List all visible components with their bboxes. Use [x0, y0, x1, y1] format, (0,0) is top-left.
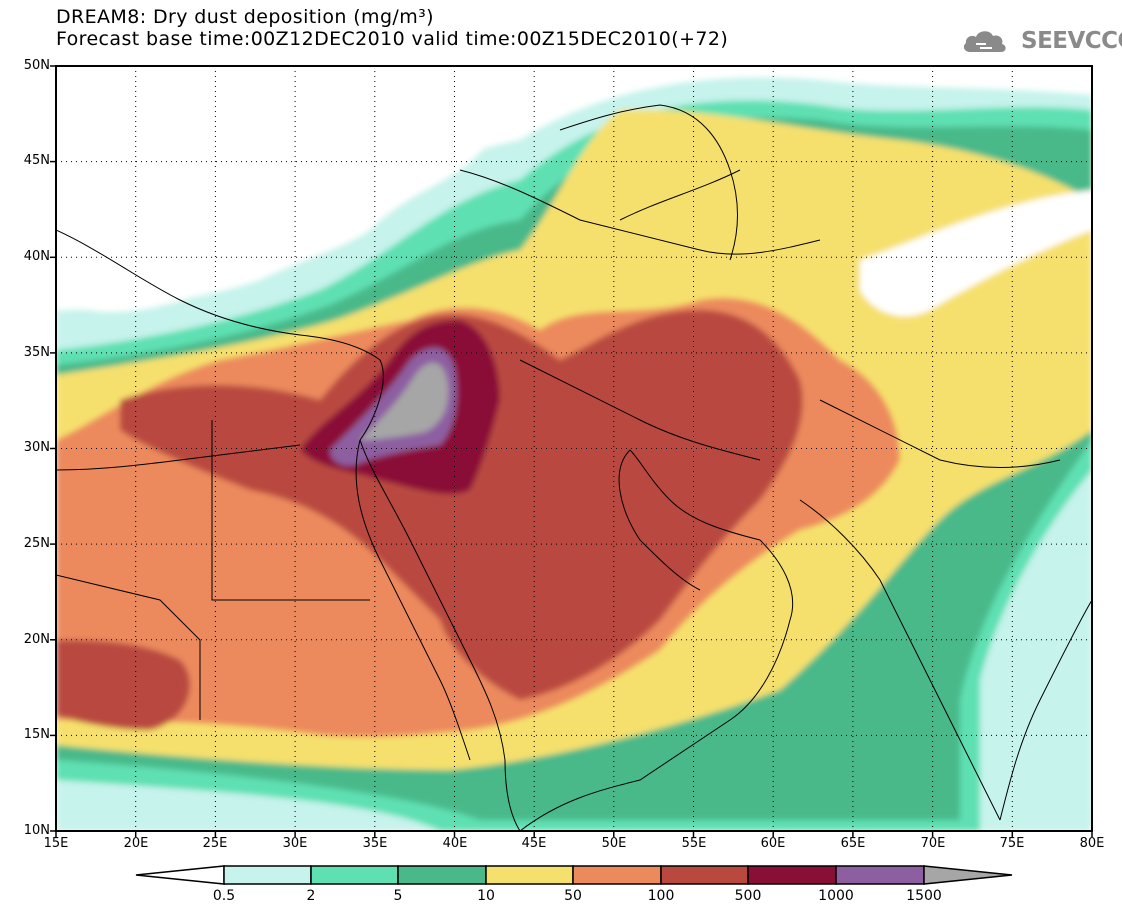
clear-area-europe: [56, 66, 520, 310]
lon-label: 20E: [123, 836, 149, 851]
lon-label: 80E: [1079, 836, 1105, 851]
lon-label: 60E: [760, 836, 786, 851]
field-100: [120, 310, 803, 700]
lon-label: 55E: [681, 836, 707, 851]
colorbar-under-arrow: [135, 865, 225, 885]
colorbar-label: 500: [734, 888, 762, 904]
colorbar-label: 50: [564, 888, 582, 904]
cloud-icon: [963, 31, 1006, 52]
lat-label: 10N: [23, 823, 50, 838]
lon-label: 40E: [442, 836, 468, 851]
lat-label: 40N: [23, 249, 50, 264]
lon-label: 35E: [362, 836, 388, 851]
colorbar-label: 2: [306, 888, 316, 904]
map-title: DREAM8: Dry dust deposition (mg/m³): [56, 6, 434, 28]
field-100-west: [56, 640, 190, 730]
colorbar-bin-3: [485, 865, 574, 885]
lat-label: 50N: [23, 58, 50, 73]
dust-fields: [56, 66, 1092, 831]
colorbar-label: 5: [393, 888, 403, 904]
lon-label: 25E: [202, 836, 228, 851]
lat-label: 20N: [23, 632, 50, 647]
lat-label: 35N: [23, 345, 50, 360]
lon-label: 75E: [999, 836, 1025, 851]
colorbar-bin-5: [660, 865, 749, 885]
colorbar-bin-6: [747, 865, 837, 885]
colorbar-bin-1: [310, 865, 399, 885]
seevccc-logo-text: SEEVCCC: [1021, 28, 1122, 54]
clear-area-central-asia: [860, 190, 1092, 317]
lon-label: 30E: [282, 836, 308, 851]
colorbar-over-arrow: [923, 865, 1013, 885]
colorbar: [135, 865, 1013, 885]
axis-ticks: [50, 65, 1093, 837]
lon-label: 65E: [840, 836, 866, 851]
colorbar-bin-0: [223, 865, 312, 885]
colorbar-label: 1500: [906, 888, 942, 904]
colorbar-label: 0.5: [212, 888, 236, 904]
lon-label: 45E: [521, 836, 547, 851]
lon-label: 70E: [920, 836, 946, 851]
lat-label: 30N: [23, 440, 50, 455]
lat-label: 15N: [23, 727, 50, 742]
colorbar-label: 100: [647, 888, 675, 904]
colorbar-bin-7: [835, 865, 925, 885]
lat-label: 45N: [23, 153, 50, 168]
field-1500: [360, 362, 449, 440]
coastlines: [56, 104, 1092, 831]
colorbar-bin-4: [572, 865, 662, 885]
lon-label: 50E: [601, 836, 627, 851]
lat-label: 25N: [23, 536, 50, 551]
colorbar-bin-2: [397, 865, 487, 885]
colorbar-label: 10: [477, 888, 495, 904]
lon-label: 15E: [43, 836, 69, 851]
map-subtitle: Forecast base time:00Z12DEC2010 valid ti…: [56, 28, 729, 50]
colorbar-label: 1000: [818, 888, 854, 904]
